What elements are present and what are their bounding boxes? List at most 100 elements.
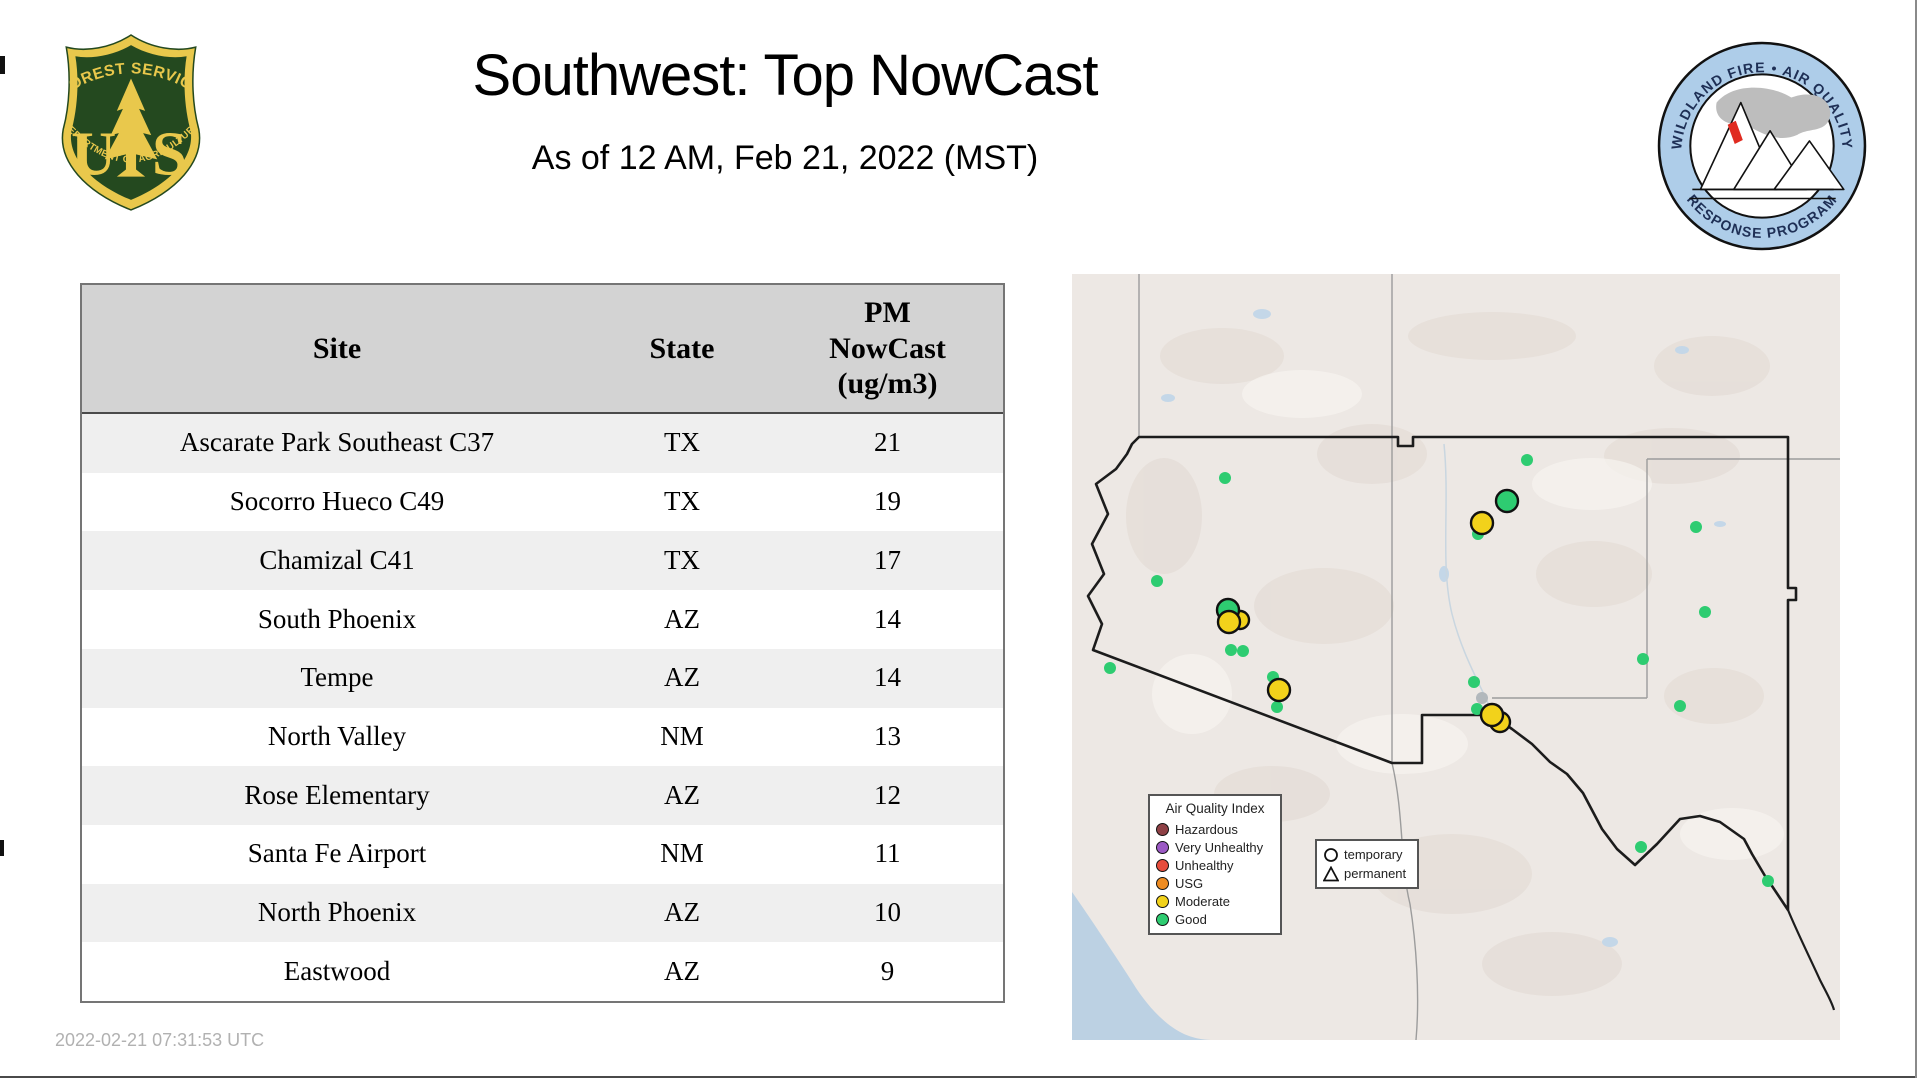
- aqi-legend-label: Very Unhealthy: [1175, 839, 1264, 855]
- water-gulf: [1072, 892, 1214, 1040]
- monitor-type-label: permanent: [1344, 866, 1407, 881]
- site-cell: North Valley: [267, 720, 407, 751]
- aqi-legend: Air Quality Index Hazardous Very Unhealth…: [1148, 794, 1282, 935]
- site-cell: North Phoenix: [257, 897, 417, 928]
- state-borders: [1138, 274, 1840, 1040]
- basemap: [1072, 274, 1840, 1040]
- site-cell: Ascarate Park Southeast C37: [179, 427, 495, 458]
- site-cell: Eastwood: [283, 955, 391, 986]
- aqi-legend-label: Unhealthy: [1175, 857, 1234, 873]
- monitor-dot-good[interactable]: [1219, 472, 1231, 484]
- site-cell: Santa Fe Airport: [247, 838, 427, 869]
- column-header-pm-nowcast: PM NowCast (ug/m3): [829, 296, 946, 401]
- value-cell: 9: [880, 955, 895, 986]
- state-cell: AZ: [664, 897, 700, 928]
- monitor-dot-good[interactable]: [1468, 676, 1480, 688]
- value-cell: 14: [874, 662, 901, 693]
- smoke-icon: [1716, 87, 1831, 138]
- monitor-dot-good[interactable]: [1637, 653, 1649, 665]
- state-cell: TX: [664, 544, 700, 575]
- state-cell: AZ: [664, 955, 700, 986]
- site-cell: Tempe: [300, 662, 374, 693]
- aqi-legend-label: Moderate: [1175, 893, 1230, 909]
- monitor-dot-good[interactable]: [1762, 875, 1774, 887]
- aqi-color-swatch: [1156, 912, 1169, 926]
- table-row: Santa Fe Airport NM 11: [82, 825, 1003, 884]
- monitor-type-item: temporary: [1323, 845, 1411, 864]
- pine-tree-icon: [104, 78, 158, 177]
- table-row: North Valley NM 13: [82, 708, 1003, 767]
- table-row: Ascarate Park Southeast C37 TX 21: [82, 414, 1003, 473]
- monitor-circle-moderate[interactable]: [1479, 702, 1505, 728]
- page-subtitle: As of 12 AM, Feb 21, 2022 (MST): [531, 139, 1039, 177]
- value-cell: 12: [874, 779, 901, 810]
- site-cell: Rose Elementary: [244, 779, 430, 810]
- table-row: Eastwood AZ 9: [82, 942, 1003, 1001]
- aqi-legend-item: Good: [1156, 910, 1274, 928]
- monitor-circle-good[interactable]: [1494, 488, 1520, 514]
- table-header-row: Site State PM NowCast (ug/m3): [82, 285, 1003, 414]
- monitor-dot-good[interactable]: [1521, 454, 1533, 466]
- monitor-dot-good[interactable]: [1104, 662, 1116, 674]
- value-cell: 17: [874, 544, 901, 575]
- monitor-dot-good[interactable]: [1151, 575, 1163, 587]
- monitor-dot-good[interactable]: [1271, 701, 1283, 713]
- aqi-legend-item: Hazardous: [1156, 820, 1274, 838]
- fs-monogram-s: S: [152, 119, 187, 189]
- monitor-dot-good[interactable]: [1237, 645, 1249, 657]
- region-outline: [1086, 435, 1798, 912]
- aqi-legend-label: Good: [1175, 911, 1207, 927]
- value-cell: 19: [874, 486, 901, 517]
- aqi-color-swatch: [1156, 822, 1169, 836]
- table-row: Rose Elementary AZ 12: [82, 766, 1003, 825]
- value-cell: 10: [874, 897, 901, 928]
- monitor-circle-moderate[interactable]: [1266, 677, 1292, 703]
- table-body: Ascarate Park Southeast C37 TX 21 Socorro H…: [82, 414, 1003, 1001]
- aqi-legend-item: Unhealthy: [1156, 856, 1274, 874]
- table-row: Socorro Hueco C49 TX 19: [82, 473, 1003, 532]
- aqi-legend-item: USG: [1156, 874, 1274, 892]
- value-cell: 11: [874, 838, 901, 869]
- permanent-triangle-icon: [1323, 865, 1339, 881]
- southwest-map: Air Quality Index Hazardous Very Unhealth…: [1072, 274, 1840, 1040]
- state-cell: NM: [660, 720, 704, 751]
- river-rio-grande-tx: [1786, 909, 1836, 1011]
- monitor-dot-good[interactable]: [1674, 700, 1686, 712]
- lakes: [1161, 309, 1726, 947]
- flame-icon: [1727, 120, 1743, 144]
- table-row: Chamizal C41 TX 17: [82, 531, 1003, 591]
- monitor-circle-moderate[interactable]: [1216, 609, 1242, 635]
- value-cell: 21: [874, 427, 901, 458]
- aqi-color-swatch: [1156, 894, 1169, 908]
- aqi-legend-label: USG: [1175, 875, 1204, 891]
- aqi-legend-label: Hazardous: [1175, 821, 1238, 837]
- site-cell: Chamizal C41: [259, 544, 415, 575]
- page-title: Southwest: Top NowCast: [472, 43, 1099, 108]
- terrain-highlights: [1152, 370, 1784, 860]
- state-cell: TX: [664, 427, 700, 458]
- edge-tick-top: [0, 56, 5, 74]
- monitor-circle-moderate[interactable]: [1469, 510, 1495, 536]
- terrain-relief: [1126, 312, 1770, 996]
- slide-right-border: [1915, 0, 1917, 1078]
- aqi-legend-item: Moderate: [1156, 892, 1274, 910]
- generated-timestamp: 2022-02-21 07:31:53 UTC: [55, 1030, 265, 1050]
- markers-layer: [1104, 454, 1774, 887]
- monitor-dot-nodata[interactable]: [1476, 692, 1488, 704]
- temporary-circle-icon: [1324, 847, 1338, 862]
- monitor-dot-good[interactable]: [1699, 606, 1711, 618]
- monitor-dot-good[interactable]: [1635, 841, 1647, 853]
- table-row: South Phoenix AZ 14: [82, 590, 1003, 649]
- monitor-dot-good[interactable]: [1471, 703, 1483, 715]
- value-cell: 13: [874, 720, 901, 751]
- aqi-legend-title: Air Quality Index: [1165, 801, 1265, 816]
- monitor-dot-good[interactable]: [1690, 521, 1702, 533]
- state-cell: NM: [660, 838, 704, 869]
- edge-tick-bottom: [0, 840, 4, 856]
- site-cell: Socorro Hueco C49: [229, 486, 445, 517]
- state-cell: TX: [664, 486, 700, 517]
- monitor-dot-good[interactable]: [1225, 644, 1237, 656]
- value-cell: 14: [874, 603, 901, 634]
- aqi-color-swatch: [1156, 840, 1169, 854]
